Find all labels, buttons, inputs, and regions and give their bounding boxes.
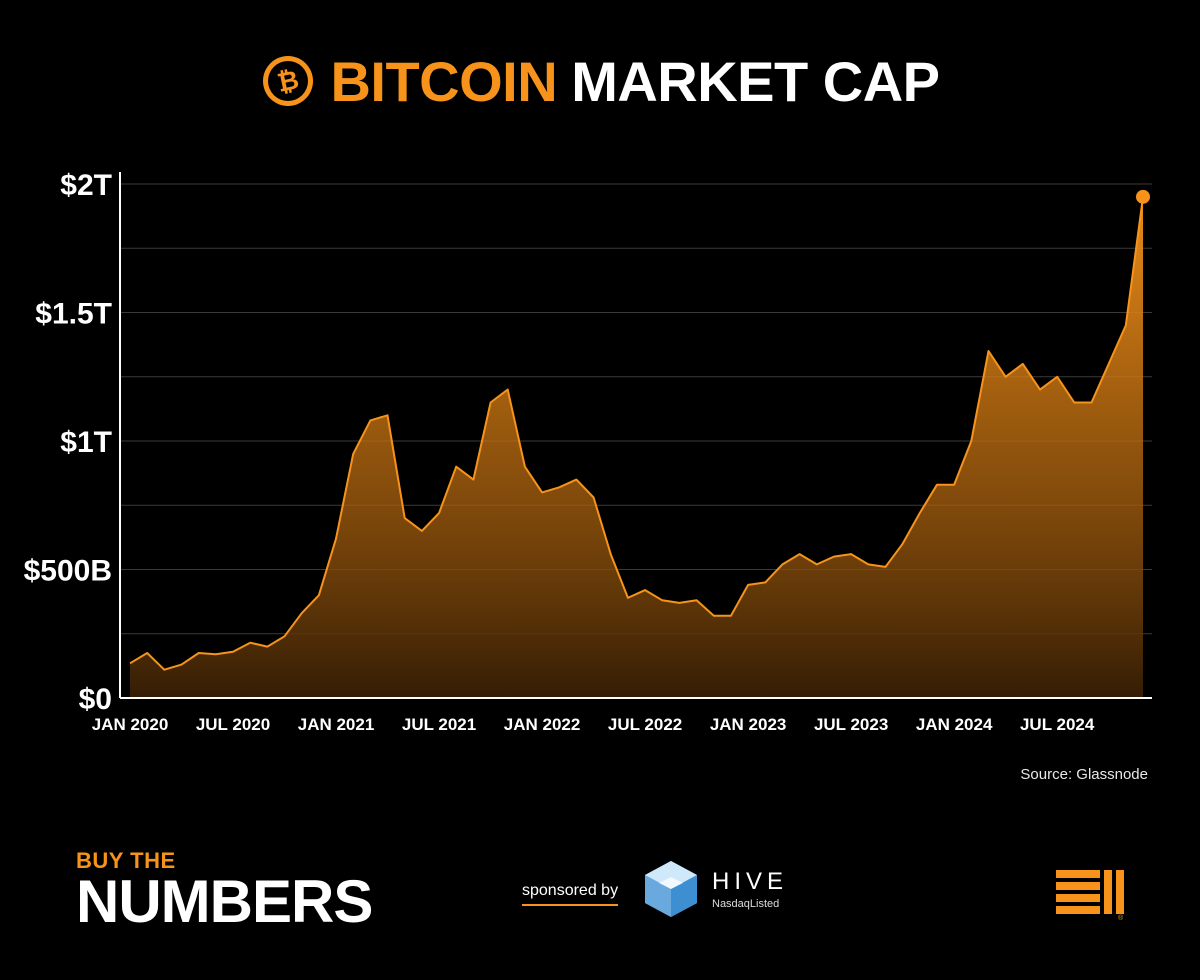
- brand-main: NUMBERS: [76, 868, 373, 935]
- market-cap-area: [130, 196, 1143, 698]
- y-tick-label: $2T: [60, 169, 112, 202]
- x-tick-label: JUL 2024: [1020, 715, 1095, 734]
- buy-the-numbers-logo: BUY THE NUMBERS: [76, 848, 373, 935]
- bitcoin-coin-icon: ₿: [263, 56, 314, 106]
- x-tick-label: JAN 2022: [504, 715, 581, 734]
- market-cap-line: [129, 196, 1144, 671]
- x-tick-label: JAN 2024: [916, 715, 993, 734]
- svg-text:®: ®: [1118, 914, 1124, 920]
- x-tick-label: JAN 2021: [298, 715, 375, 734]
- x-tick-label: JUL 2021: [402, 715, 476, 734]
- title-rest: MARKET CAP: [571, 49, 940, 113]
- y-tick-label: $1.5T: [35, 298, 112, 331]
- hive-logo: HIVE NasdaqListed: [640, 858, 788, 920]
- latest-value-marker: [1136, 189, 1150, 204]
- market-cap-chart: $0 $500B $1T $1.5T $2T JAN 2020 JUL 2020 JAN 2…: [24, 169, 1152, 734]
- y-tick-label: $1T: [60, 426, 112, 459]
- source-note: Source: Glassnode: [1020, 766, 1148, 783]
- x-tick-label: JAN 2020: [92, 715, 169, 734]
- hive-name: HIVE: [712, 868, 789, 895]
- hive-subtitle: NasdaqListed: [712, 898, 780, 910]
- x-tick-label: JUL 2023: [814, 715, 888, 734]
- y-tick-label: $0: [79, 683, 112, 716]
- x-tick-label: JUL 2020: [196, 715, 270, 734]
- hive-cube-icon: [645, 861, 697, 917]
- sponsored-by-label: sponsored by: [522, 882, 619, 906]
- brand-top: BUY THE: [76, 848, 176, 873]
- chart-title: ₿ BITCOIN MARKET CAP: [0, 46, 1200, 116]
- title-accent: BITCOIN: [330, 49, 558, 113]
- bitwise-logo-icon: ®: [1056, 870, 1124, 920]
- x-tick-label: JAN 2023: [710, 715, 787, 734]
- x-tick-label: JUL 2022: [608, 715, 682, 734]
- y-tick-label: $500B: [24, 555, 112, 588]
